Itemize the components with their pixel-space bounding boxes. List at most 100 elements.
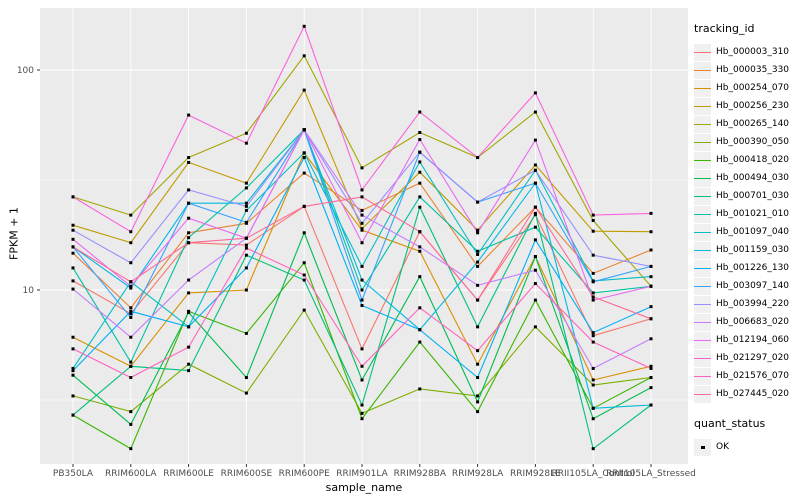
data-point [418,110,422,114]
legend-label: OK [716,442,729,452]
data-point [360,411,364,415]
legend-line-icon [694,393,711,395]
data-point [591,271,595,275]
data-point [129,230,133,234]
data-point [244,266,248,270]
data-point [129,335,133,339]
data-point [591,218,595,222]
data-point [360,378,364,382]
data-point [187,216,191,220]
data-point [360,403,364,407]
legend-item-Hb_000390_050: Hb_000390_050 [694,133,799,151]
legend-line-icon [694,321,711,323]
data-point [244,131,248,135]
data-point [244,331,248,335]
data-point [244,253,248,257]
data-point [476,156,480,160]
legend-item-Hb_001159_030: Hb_001159_030 [694,241,799,259]
data-point [418,340,422,344]
data-point [71,195,75,199]
legend-label: Hb_000494_030 [716,173,790,183]
legend-line-icon [694,231,711,233]
data-point [129,309,133,313]
x-tick-label: RRIM600SE [221,469,273,479]
legend-label: Hb_000390_050 [716,137,790,147]
data-point [187,188,191,192]
legend-key-swatch [694,277,711,295]
data-point [244,220,248,224]
data-point [302,261,306,265]
legend-item-Hb_000418_020: Hb_000418_020 [694,151,799,169]
data-point [533,138,537,142]
data-point [533,110,537,114]
x-tick-label: RRIM928BA [394,469,447,479]
data-point [533,211,537,215]
legend-items: Hb_000003_310 Hb_000035_330 Hb_000254_070 H… [694,43,799,403]
data-point [360,166,364,170]
data-point [187,345,191,349]
legend-item-Hb_000494_030: Hb_000494_030 [694,169,799,187]
data-point [129,360,133,364]
data-point [187,156,191,160]
data-point [360,213,364,217]
data-point [302,204,306,208]
data-point [476,252,480,256]
data-point [476,231,480,235]
data-point [244,204,248,208]
data-point [187,236,191,240]
data-point [187,231,191,235]
legend-label: Hb_001159_030 [716,245,790,255]
data-point [533,282,537,286]
legend-line-icon [694,249,711,251]
data-point [533,254,537,258]
legend-label: Hb_000701_030 [716,191,790,201]
data-point [244,186,248,190]
x-tick-label: RRII105LA_Stressed [606,469,696,479]
legend-label: Hb_003994_220 [716,299,790,309]
data-point [418,138,422,142]
data-point [187,369,191,373]
legend-key-swatch [694,331,711,349]
data-point [476,249,480,253]
legend-item-Hb_012194_060: Hb_012194_060 [694,331,799,349]
data-point [418,181,422,185]
legend-line-icon [694,87,711,89]
data-point [302,231,306,235]
legend-key-swatch [694,367,711,385]
y-tick-label: 100 [17,66,34,76]
data-point [533,205,537,209]
legend-label: Hb_000418_020 [716,155,790,165]
data-point [244,208,248,212]
data-point [71,223,75,227]
data-point [418,130,422,134]
data-point [129,284,133,288]
legend-item-Hb_006683_020: Hb_006683_020 [694,313,799,331]
legend-line-icon [694,357,711,359]
data-point [129,280,133,284]
data-point [418,160,422,164]
legend-label: Hb_000256_230 [716,101,790,111]
data-point [302,156,306,160]
data-point [591,340,595,344]
data-point [649,376,653,380]
legend-key-swatch [694,97,711,115]
legend-key-swatch [694,151,711,169]
data-point [418,249,422,253]
data-point [244,141,248,145]
data-point [129,306,133,310]
data-point [360,221,364,225]
data-point [71,251,75,255]
data-point [129,312,133,316]
data-point [71,335,75,339]
black-square-point-icon [701,445,705,449]
data-point [418,328,422,332]
legend-item-Hb_001226_130: Hb_001226_130 [694,259,799,277]
legend-key-swatch [694,133,711,151]
legend-key-swatch [694,79,711,97]
data-point [476,394,480,398]
data-point [187,311,191,315]
x-tick-label: RRIM600LA [105,469,157,479]
legend-label: Hb_021297_020 [716,353,790,363]
data-point [649,264,653,268]
